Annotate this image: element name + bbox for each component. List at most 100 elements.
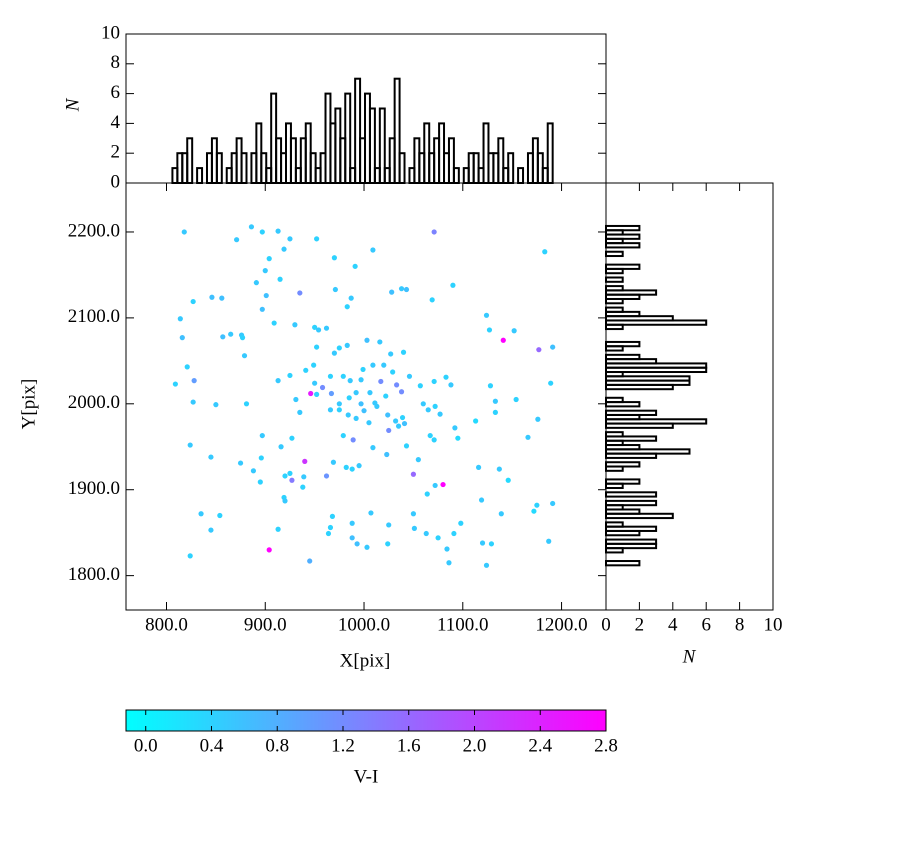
- x-axis-label: X[pix]: [340, 650, 391, 671]
- point: [303, 367, 309, 373]
- point: [220, 334, 226, 340]
- point: [275, 526, 281, 532]
- point: [361, 408, 367, 414]
- point: [181, 229, 187, 235]
- point: [354, 541, 360, 547]
- x-tick-label: 0: [601, 614, 611, 635]
- point: [417, 383, 423, 389]
- point: [345, 412, 351, 418]
- point: [297, 290, 303, 296]
- point: [336, 345, 342, 351]
- y-tick-label: 1900.0: [68, 478, 120, 499]
- point: [332, 286, 338, 293]
- point: [266, 547, 272, 553]
- point: [275, 378, 281, 384]
- point: [546, 538, 552, 544]
- colorbar-tick-label: 2.4: [528, 735, 552, 756]
- point: [314, 236, 320, 242]
- bar: [605, 250, 624, 258]
- point: [208, 527, 214, 533]
- point: [360, 366, 366, 373]
- colorbar-tick-label: 0.0: [134, 735, 158, 756]
- point: [259, 432, 265, 439]
- point: [386, 427, 392, 434]
- point: [443, 374, 449, 380]
- point: [378, 378, 384, 385]
- bars: [171, 77, 554, 185]
- point: [368, 510, 374, 516]
- point: [394, 382, 400, 388]
- bars: [605, 224, 708, 567]
- bar: [605, 461, 641, 468]
- point: [287, 372, 293, 379]
- bar: [605, 353, 641, 361]
- x-tick-label: 1100.0: [437, 614, 489, 635]
- point: [455, 435, 461, 441]
- x-tick-label: 6: [701, 614, 711, 635]
- bar: [605, 431, 624, 438]
- y-tick-label: 2000.0: [68, 392, 120, 413]
- point: [431, 378, 437, 385]
- bar: [605, 538, 658, 545]
- colorbar-tick-label: 1.2: [331, 735, 355, 756]
- point: [386, 522, 392, 528]
- point: [432, 482, 438, 489]
- point: [278, 444, 284, 450]
- point: [364, 337, 370, 343]
- point: [401, 420, 408, 427]
- point: [346, 395, 352, 401]
- point: [348, 295, 354, 301]
- y-tick-label: 2100.0: [68, 306, 120, 327]
- point: [483, 312, 490, 318]
- point: [410, 471, 417, 477]
- colorbar-tick-label: 0.4: [200, 735, 224, 756]
- y-tick-label: 2: [111, 142, 121, 163]
- point: [389, 289, 395, 295]
- x-tick-label: 1000.0: [338, 614, 390, 635]
- point: [431, 437, 437, 443]
- point: [429, 297, 435, 303]
- point: [352, 263, 358, 269]
- bar: [240, 152, 248, 184]
- point: [381, 362, 387, 368]
- point: [388, 351, 394, 357]
- bar: [605, 478, 641, 485]
- point: [219, 295, 225, 301]
- x-tick-label: 800.0: [145, 614, 188, 635]
- point: [415, 457, 421, 463]
- point: [444, 546, 450, 552]
- point: [259, 306, 265, 312]
- y-tick-label: 4: [111, 112, 121, 133]
- point: [353, 390, 359, 396]
- point: [213, 402, 219, 408]
- plot-frame: [605, 182, 774, 611]
- point: [198, 511, 204, 517]
- point: [410, 511, 417, 517]
- bar: [605, 396, 624, 404]
- point: [336, 407, 342, 413]
- point: [250, 468, 257, 474]
- point: [314, 391, 320, 397]
- point: [431, 229, 437, 235]
- point: [327, 524, 334, 531]
- point: [253, 280, 259, 286]
- point: [550, 500, 556, 507]
- point: [237, 460, 244, 466]
- point: [282, 473, 288, 479]
- point: [258, 455, 264, 461]
- point: [349, 535, 355, 541]
- point: [383, 393, 389, 399]
- point: [331, 255, 337, 261]
- bar: [605, 306, 624, 313]
- point: [331, 350, 337, 356]
- bar: [398, 152, 406, 184]
- point: [228, 331, 234, 337]
- point: [452, 425, 458, 431]
- point: [349, 466, 355, 472]
- point: [505, 477, 511, 483]
- point: [385, 541, 391, 547]
- point: [239, 335, 246, 341]
- point: [531, 508, 537, 514]
